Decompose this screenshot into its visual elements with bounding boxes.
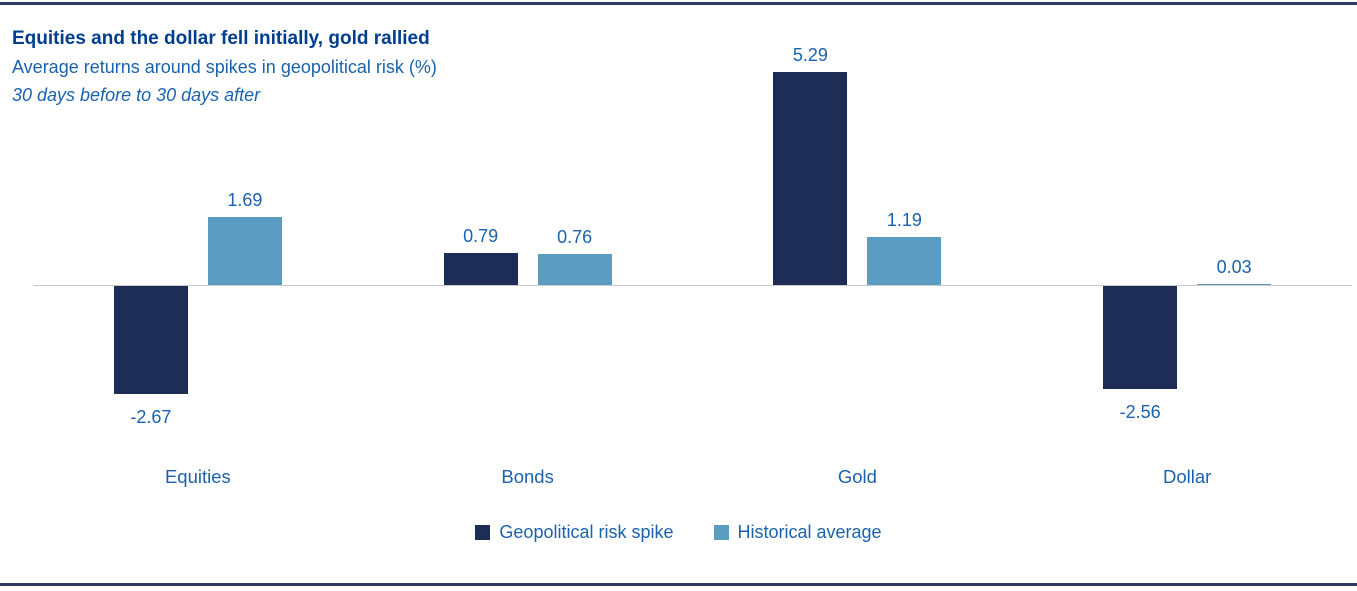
bar-geopolitical-risk-spike-dollar bbox=[1103, 286, 1178, 390]
chart-header: Equities and the dollar fell initially, … bbox=[12, 25, 712, 109]
category-label-dollar: Dollar bbox=[1162, 466, 1212, 487]
legend-item-historical-average: Historical average bbox=[713, 522, 882, 543]
bar-geopolitical-risk-spike-equities bbox=[113, 286, 188, 394]
value-label-geopolitical-risk-spike-gold: 5.29 bbox=[792, 44, 828, 65]
value-label-historical-average-gold: 1.19 bbox=[886, 210, 922, 231]
zero-axis-line bbox=[33, 285, 1352, 286]
legend-swatch-geopolitical-risk-spike bbox=[475, 525, 491, 540]
value-label-geopolitical-risk-spike-dollar: -2.56 bbox=[1119, 402, 1161, 423]
bar-historical-average-dollar bbox=[1197, 283, 1272, 285]
category-label-equities: Equities bbox=[164, 466, 231, 487]
category-label-bonds: Bonds bbox=[501, 466, 554, 487]
legend-label-geopolitical-risk-spike: Geopolitical risk spike bbox=[499, 522, 674, 542]
legend-label-historical-average: Historical average bbox=[737, 522, 882, 542]
top-rule bbox=[0, 2, 1357, 5]
chart-subtitle: Average returns around spikes in geopoli… bbox=[12, 57, 437, 77]
bar-historical-average-equities bbox=[207, 216, 282, 285]
value-label-geopolitical-risk-spike-equities: -2.67 bbox=[130, 406, 172, 427]
chart-title: Equities and the dollar fell initially, … bbox=[12, 28, 430, 49]
bar-historical-average-gold bbox=[867, 237, 942, 285]
bar-historical-average-bonds bbox=[537, 254, 612, 285]
chart-legend: Geopolitical risk spike Historical averag… bbox=[0, 522, 1357, 543]
category-label-gold: Gold bbox=[837, 466, 877, 487]
bar-geopolitical-risk-spike-gold bbox=[773, 71, 848, 285]
chart-note: 30 days before to 30 days after bbox=[12, 85, 261, 105]
value-label-historical-average-dollar: 0.03 bbox=[1216, 256, 1252, 277]
bottom-rule bbox=[0, 583, 1357, 586]
value-label-historical-average-equities: 1.69 bbox=[227, 189, 263, 210]
legend-swatch-historical-average bbox=[713, 525, 729, 540]
value-label-historical-average-bonds: 0.76 bbox=[557, 227, 593, 248]
bar-geopolitical-risk-spike-bonds bbox=[443, 253, 518, 285]
legend-item-geopolitical-risk-spike: Geopolitical risk spike bbox=[475, 522, 674, 543]
value-label-geopolitical-risk-spike-bonds: 0.79 bbox=[463, 226, 499, 247]
